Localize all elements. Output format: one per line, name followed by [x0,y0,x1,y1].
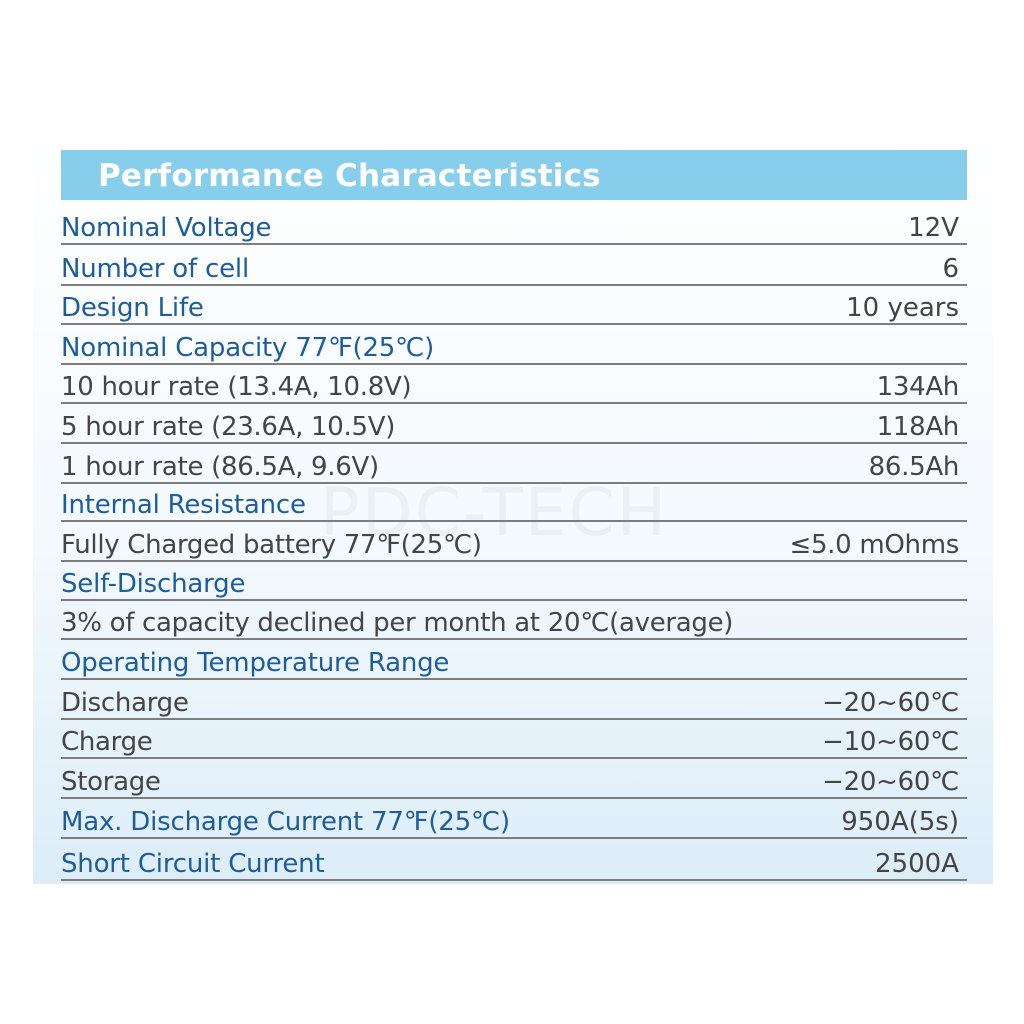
spec-label: Nominal Voltage [61,213,272,243]
spec-row-short-circuit-current: Short Circuit Current 2500A [61,839,967,881]
spec-label: Operating Temperature Range [61,648,450,678]
spec-table-title: Performance Characteristics [98,158,601,194]
spec-row-capacity-declined: 3% of capacity declined per month at 20℃… [61,601,967,640]
spec-value: ≤5.0 mOhms [789,530,959,560]
spec-label: Self-Discharge [61,569,246,599]
spec-value: −10~60℃ [822,727,959,757]
spec-value: 10 years [846,293,959,323]
spec-label: Charge [61,727,153,757]
spec-row-fully-charged-battery: Fully Charged battery 77℉(25℃) ≤5.0 mOhm… [61,522,967,562]
spec-row-5-hour-rate: 5 hour rate (23.6A, 10.5V) 118Ah [61,404,967,444]
spec-label: Max. Discharge Current 77℉(25℃) [61,807,510,837]
spec-row-design-life: Design Life 10 years [61,286,967,325]
spec-row-number-of-cell: Number of cell 6 [61,245,967,286]
spec-label: Nominal Capacity 77℉(25℃) [61,333,435,363]
spec-row-10-hour-rate: 10 hour rate (13.4A, 10.8V) 134Ah [61,365,967,404]
spec-value: −20~60℃ [822,767,959,797]
spec-row-operating-temperature: Operating Temperature Range [61,640,967,680]
spec-row-nominal-capacity: Nominal Capacity 77℉(25℃) [61,325,967,365]
spec-label: Fully Charged battery 77℉(25℃) [61,530,482,560]
spec-row-self-discharge: Self-Discharge [61,562,967,601]
spec-table-header: Performance Characteristics [61,150,967,200]
spec-value: 86.5Ah [868,452,960,482]
spec-label: Short Circuit Current [61,849,325,879]
spec-row-1-hour-rate: 1 hour rate (86.5A, 9.6V) 86.5Ah [61,444,967,484]
spec-label: Internal Resistance [61,490,306,520]
spec-row-storage: Storage −20~60℃ [61,759,967,799]
spec-row-max-discharge-current: Max. Discharge Current 77℉(25℃) 950A(5s) [61,799,967,839]
spec-panel [33,140,993,884]
spec-label: 1 hour rate (86.5A, 9.6V) [61,452,379,482]
spec-row-nominal-voltage: Nominal Voltage 12V [61,200,967,245]
spec-label: 10 hour rate (13.4A, 10.8V) [61,372,412,402]
spec-label: Discharge [61,688,189,718]
spec-value: −20~60℃ [822,688,959,718]
spec-value: 134Ah [876,372,960,402]
spec-row-charge: Charge −10~60℃ [61,720,967,759]
spec-value: 6 [942,254,959,284]
spec-row-discharge: Discharge −20~60℃ [61,680,967,720]
spec-label: 5 hour rate (23.6A, 10.5V) [61,412,396,442]
spec-value: 950A(5s) [841,807,959,837]
spec-row-internal-resistance: Internal Resistance [61,484,967,522]
spec-value: 118Ah [876,412,960,442]
spec-label: 3% of capacity declined per month at 20℃… [61,608,734,638]
spec-value: 12V [908,213,959,243]
spec-value: 2500A [875,849,959,879]
spec-label: Number of cell [61,254,249,284]
spec-label: Design Life [61,293,204,323]
spec-label: Storage [61,767,161,797]
